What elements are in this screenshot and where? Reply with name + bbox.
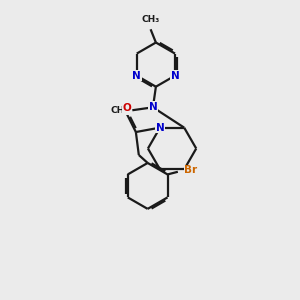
Text: O: O [123,103,131,113]
Text: N: N [132,71,141,81]
Text: N: N [171,71,179,81]
Text: Br: Br [184,165,197,175]
Text: CH₃: CH₃ [110,106,129,115]
Text: N: N [156,123,164,133]
Text: N: N [148,102,157,112]
Text: CH₃: CH₃ [142,15,160,24]
